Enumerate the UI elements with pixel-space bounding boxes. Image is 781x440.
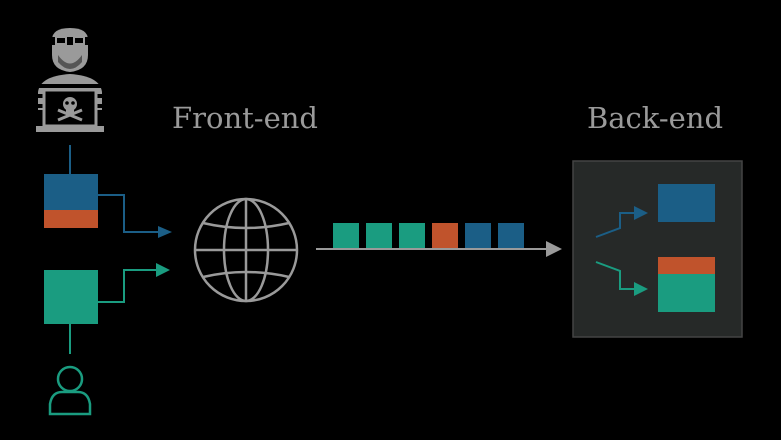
backend-request-1 (658, 184, 715, 222)
attacker-request-smuggled (44, 210, 98, 228)
backend-arrow-top (595, 212, 636, 238)
queue-packet-teal (333, 223, 359, 248)
queue-packet-orange (432, 223, 458, 248)
globe-icon (193, 197, 299, 303)
user-icon (48, 365, 92, 416)
attacker-arrow (98, 194, 162, 233)
user-request-body (44, 270, 98, 324)
backend-request-2-prefix (658, 257, 715, 274)
attacker-arrowhead (158, 226, 172, 238)
back-end-panel (572, 160, 743, 338)
attacker-request-body (44, 174, 98, 210)
queue-packet-teal (399, 223, 425, 248)
backend-arrow-bottom (595, 261, 636, 290)
front-end-label: Front-end (172, 101, 318, 135)
user-arrowhead (156, 263, 170, 277)
back-end-label: Back-end (587, 101, 723, 135)
pipeline-arrowhead (546, 241, 562, 257)
user-arrow (98, 269, 158, 303)
queue-packet-blue (498, 223, 524, 248)
backend-request-2-body (658, 274, 715, 312)
queue-packet-blue (465, 223, 491, 248)
backend-arrowhead-bottom (634, 282, 648, 296)
backend-arrowhead-top (634, 206, 648, 220)
queue-packet-teal (366, 223, 392, 248)
hacker-skull-laptop-icon (36, 28, 104, 132)
request-queue (333, 223, 524, 248)
